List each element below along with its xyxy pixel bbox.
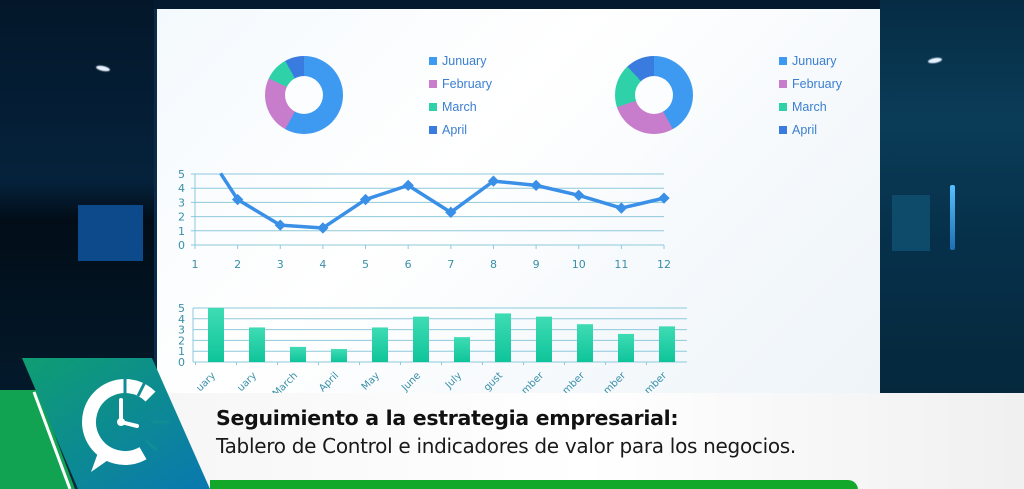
- svg-text:12: 12: [657, 258, 671, 271]
- legend-swatch: [779, 102, 787, 111]
- svg-text:8: 8: [490, 258, 497, 271]
- background-light-strip: [950, 185, 955, 250]
- svg-text:4: 4: [178, 313, 185, 326]
- svg-text:2: 2: [234, 258, 241, 271]
- caption-subtitle: Tablero de Control e indicadores de valo…: [216, 434, 796, 458]
- svg-text:10: 10: [572, 258, 586, 271]
- legend-swatch: [779, 125, 787, 134]
- legend-item-january: Junuary: [429, 49, 492, 72]
- legend-item-april: April: [779, 118, 842, 141]
- legend-swatch: [429, 79, 437, 88]
- green-accent-bar: [210, 480, 858, 489]
- clock-chart-chat-icon: [82, 378, 169, 472]
- legend-label: March: [792, 99, 827, 114]
- green-stripe: [0, 390, 75, 489]
- caption-band: [150, 393, 1024, 489]
- dashboard-screen: Junuary February March April Junuary Feb…: [154, 9, 880, 399]
- donut-chart-left: [265, 56, 343, 134]
- svg-text:3: 3: [178, 196, 185, 209]
- background-left-wall: [0, 0, 154, 400]
- legend-swatch: [429, 102, 437, 111]
- svg-text:0: 0: [178, 239, 185, 252]
- legend-label: March: [442, 99, 477, 114]
- white-divider: [32, 391, 72, 489]
- legend-item-march: March: [779, 95, 842, 118]
- donut-chart-right: [615, 56, 693, 134]
- svg-text:9: 9: [533, 258, 540, 271]
- legend-item-april: April: [429, 118, 492, 141]
- donut-right-legend: Junuary February March April: [779, 49, 842, 141]
- legend-label: February: [442, 76, 493, 91]
- legend-swatch: [429, 56, 437, 65]
- svg-text:5: 5: [362, 258, 369, 271]
- legend-label: Junuary: [792, 53, 837, 68]
- svg-text:2: 2: [178, 211, 185, 224]
- legend-label: February: [792, 76, 843, 91]
- legend-item-february: February: [429, 72, 492, 95]
- legend-label: April: [442, 122, 468, 137]
- legend-label: April: [792, 122, 818, 137]
- legend-item-march: March: [429, 95, 492, 118]
- svg-text:1: 1: [192, 258, 199, 271]
- svg-text:5: 5: [178, 168, 185, 181]
- legend-item-january: Junuary: [779, 49, 842, 72]
- legend-label: Junuary: [442, 53, 487, 68]
- svg-text:1: 1: [178, 345, 185, 358]
- svg-text:1: 1: [178, 225, 185, 238]
- caption-title: Seguimiento a la estrategia empresarial:: [216, 406, 679, 430]
- svg-text:3: 3: [178, 324, 185, 337]
- donut-left-legend: Junuary February March April: [429, 49, 492, 141]
- background-blue-panel: [78, 205, 143, 261]
- svg-text:3: 3: [277, 258, 284, 271]
- legend-item-february: February: [779, 72, 842, 95]
- svg-text:7: 7: [447, 258, 454, 271]
- teal-parallelogram: [22, 358, 210, 489]
- svg-text:6: 6: [405, 258, 412, 271]
- svg-text:2: 2: [178, 334, 185, 347]
- svg-text:4: 4: [319, 258, 326, 271]
- legend-swatch: [779, 79, 787, 88]
- background-right-panel: [892, 195, 930, 251]
- legend-swatch: [429, 125, 437, 134]
- brand-logo: [0, 350, 230, 489]
- svg-text:4: 4: [178, 182, 185, 195]
- svg-text:0: 0: [178, 356, 185, 369]
- svg-text:11: 11: [614, 258, 628, 271]
- svg-text:5: 5: [178, 302, 185, 315]
- legend-swatch: [779, 56, 787, 65]
